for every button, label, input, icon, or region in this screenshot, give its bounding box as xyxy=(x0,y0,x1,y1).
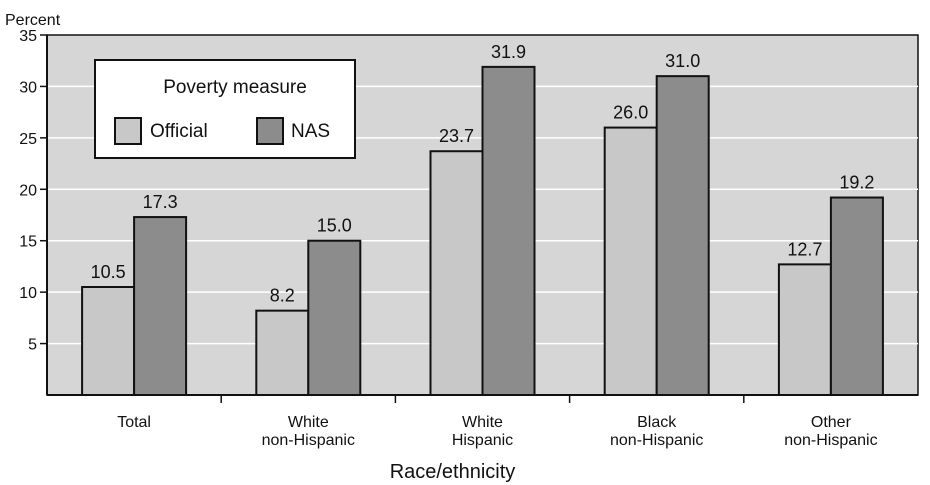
legend-label-nas: NAS xyxy=(291,121,330,142)
legend: Poverty measure Official NAS xyxy=(94,59,356,159)
y-tick-label: 15 xyxy=(19,234,37,251)
bar-official xyxy=(255,309,310,396)
legend-swatch-nas xyxy=(256,117,284,145)
data-label: 10.5 xyxy=(91,262,126,282)
data-label: 31.9 xyxy=(491,42,526,62)
category-label: White non-Hispanic xyxy=(262,414,355,449)
category-label: Other non-Hispanic xyxy=(784,414,877,449)
data-labels: 10.5 17.3 8.2 15.0 23.7 31.9 26.0 31.0 12.7 19.2 xyxy=(91,42,875,306)
bar-official xyxy=(81,286,136,396)
legend-label-official: Official xyxy=(150,121,208,142)
bar-official xyxy=(429,150,484,396)
category-label: White Hispanic xyxy=(452,414,513,449)
bar-nas xyxy=(655,75,710,397)
data-label: 31.0 xyxy=(665,51,700,71)
bar-nas xyxy=(829,196,884,396)
data-label: 17.3 xyxy=(143,192,178,212)
legend-swatch-official xyxy=(114,117,142,145)
category-label: Total xyxy=(117,414,151,431)
data-label: 8.2 xyxy=(270,286,295,306)
bar-nas xyxy=(133,216,188,396)
y-tick-label: 10 xyxy=(19,285,37,302)
bar-nas xyxy=(481,65,536,396)
bar-nas xyxy=(307,239,362,396)
y-tick-label: 35 xyxy=(19,28,37,45)
x-axis-title: Race/ethnicity xyxy=(390,461,516,483)
bar-official xyxy=(777,263,832,396)
data-label: 15.0 xyxy=(317,216,352,236)
data-label: 26.0 xyxy=(613,103,648,123)
category-label: Black non-Hispanic xyxy=(610,414,703,449)
y-tick-label: 25 xyxy=(19,131,37,148)
y-tick-label: 30 xyxy=(19,79,37,96)
legend-title: Poverty measure xyxy=(163,77,307,98)
data-label: 23.7 xyxy=(439,126,474,146)
bar-official xyxy=(603,126,658,396)
data-label: 12.7 xyxy=(787,239,822,259)
data-label: 19.2 xyxy=(839,173,874,193)
y-axis-title: Percent xyxy=(5,12,61,29)
y-tick-label: 5 xyxy=(28,337,37,354)
x-axis: Total White non-Hispanic White Hispanic Black… xyxy=(47,394,918,449)
bars xyxy=(81,65,884,397)
y-tick-label: 20 xyxy=(19,182,37,199)
y-axis: 5 10 15 20 25 30 35 xyxy=(19,28,48,395)
